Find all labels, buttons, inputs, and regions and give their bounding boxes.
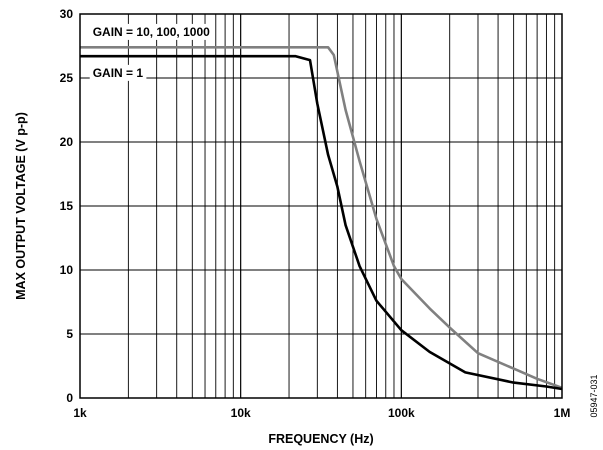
y-axis-title: MAX OUTPUT VOLTAGE (V p-p)	[14, 112, 28, 300]
x-tick-label: 100k	[388, 406, 415, 420]
annotation-label-1: GAIN = 10, 100, 1000	[93, 25, 210, 39]
annotation-background	[89, 23, 214, 40]
figure-id: 05947-031	[589, 374, 599, 417]
plot-frame	[79, 13, 563, 399]
y-tick-label: 30	[60, 7, 74, 21]
x-tick-label: 1M	[554, 406, 571, 420]
x-tick-labels: 1k 10k 100k 1M	[73, 406, 570, 420]
series-group	[80, 46, 563, 391]
y-tick-label: 15	[60, 199, 74, 213]
annotation-group: GAIN = 10, 100, 1000 GAIN = 1	[89, 23, 214, 81]
series-line-1	[80, 46, 563, 390]
annotation-label-2: GAIN = 1	[93, 66, 144, 80]
x-axis-title: FREQUENCY (Hz)	[268, 432, 373, 446]
y-tick-label: 10	[60, 263, 74, 277]
y-tick-label: 25	[60, 71, 74, 85]
y-tick-label: 20	[60, 135, 74, 149]
annotation-background	[89, 64, 147, 81]
x-tick-label: 10k	[231, 406, 251, 420]
grid	[80, 14, 562, 398]
x-tick-label: 1k	[73, 406, 87, 420]
y-tick-labels: 0 5 10 15 20 25 30	[60, 7, 74, 405]
series-line-2	[80, 54, 563, 391]
y-tick-label: 5	[66, 327, 73, 341]
y-tick-label: 0	[66, 391, 73, 405]
